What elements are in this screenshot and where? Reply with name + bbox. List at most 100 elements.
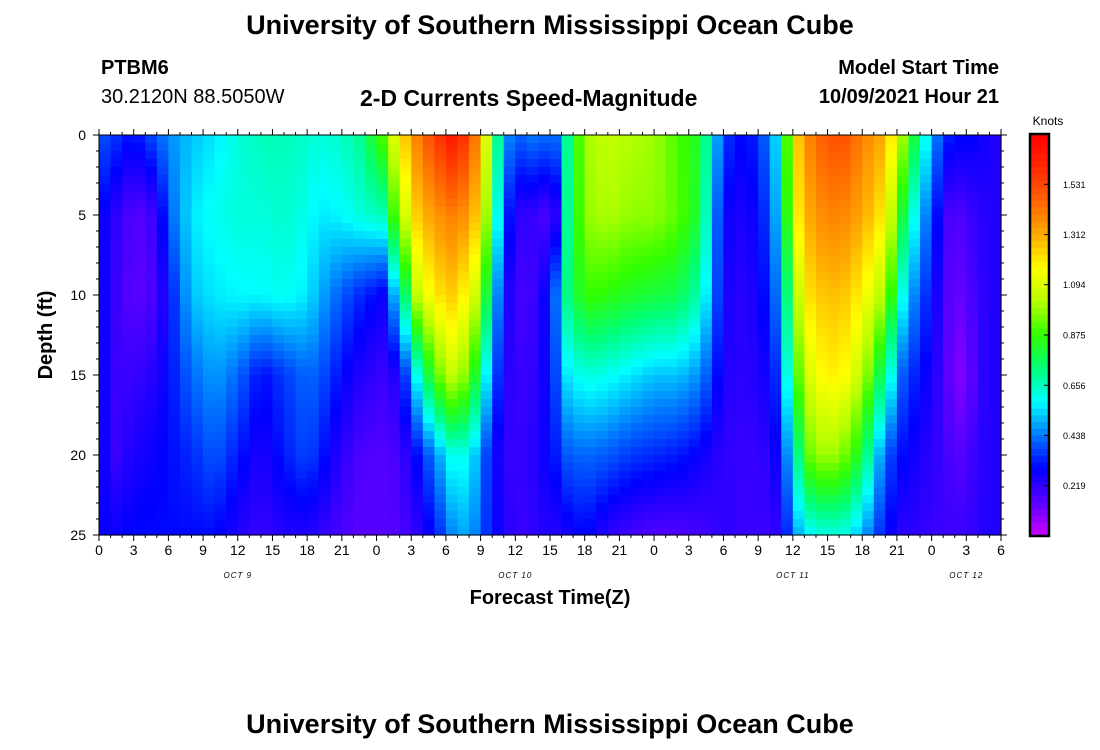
heatmap-cell (573, 463, 586, 472)
heatmap-cell (434, 231, 447, 240)
heatmap-cell (920, 303, 933, 312)
heatmap-cell (850, 231, 863, 240)
heatmap-cell (700, 143, 713, 152)
heatmap-cell (249, 367, 262, 376)
heatmap-cell (341, 503, 355, 512)
heatmap-cell (272, 215, 285, 224)
heatmap-cell (665, 199, 678, 208)
heatmap-cell (260, 407, 274, 416)
heatmap-cell (873, 223, 886, 232)
heatmap-cell (272, 247, 285, 256)
heatmap-cell (480, 439, 493, 448)
heatmap-cell (862, 247, 875, 256)
heatmap-cell (573, 511, 586, 520)
heatmap-cell (295, 287, 308, 296)
heatmap-cell (989, 351, 1002, 360)
heatmap-cell (330, 143, 343, 152)
heatmap-cell (931, 199, 944, 208)
heatmap-cell (561, 239, 574, 248)
heatmap-cell (284, 287, 297, 296)
heatmap-cell (815, 399, 829, 408)
heatmap-cell (526, 287, 540, 296)
heatmap-cell (503, 479, 516, 488)
heatmap-cell (295, 215, 308, 224)
heatmap-cell (862, 511, 875, 520)
heatmap-cell (735, 135, 748, 144)
heatmap-cell (815, 151, 829, 160)
heatmap-cell (781, 319, 794, 328)
heatmap-cell (815, 239, 829, 248)
heatmap-cell (492, 383, 505, 392)
heatmap-cell (526, 199, 540, 208)
heatmap-cell (746, 191, 759, 200)
x-tick-label: 9 (477, 542, 485, 558)
heatmap-cell (619, 455, 632, 464)
heatmap-cell (411, 359, 424, 368)
heatmap-cell (411, 295, 424, 304)
heatmap-cell (850, 159, 863, 168)
heatmap-cell (364, 255, 378, 264)
heatmap-cell (920, 351, 933, 360)
heatmap-cell (156, 359, 169, 368)
colorbar-segment (1030, 415, 1049, 423)
heatmap-cell (619, 271, 632, 280)
heatmap-cell (226, 527, 239, 536)
heatmap-cell (781, 495, 794, 504)
heatmap-cell (353, 335, 366, 344)
heatmap-cell (133, 263, 146, 272)
heatmap-cell (307, 503, 320, 512)
heatmap-cell (642, 495, 655, 504)
heatmap-cell (966, 239, 979, 248)
heatmap-cell (434, 431, 447, 440)
heatmap-cell (341, 399, 355, 408)
heatmap-cell (873, 463, 886, 472)
heatmap-cell (272, 151, 285, 160)
heatmap-cell (318, 135, 331, 144)
heatmap-cell (260, 511, 274, 520)
heatmap-cell (746, 487, 759, 496)
heatmap-cell (931, 159, 944, 168)
heatmap-cell (272, 263, 285, 272)
heatmap-cell (723, 359, 736, 368)
heatmap-cell (792, 271, 806, 280)
heatmap-cell (411, 383, 424, 392)
heatmap-cell (457, 199, 470, 208)
heatmap-cell (839, 343, 852, 352)
heatmap-cell (746, 439, 759, 448)
heatmap-cell (330, 463, 343, 472)
heatmap-cell (862, 359, 875, 368)
heatmap-cell (469, 263, 482, 272)
heatmap-cell (665, 367, 678, 376)
heatmap-cell (307, 311, 320, 320)
heatmap-cell (630, 439, 644, 448)
heatmap-cell (862, 327, 875, 336)
station-coordinates: 30.2120N 88.5050W (101, 86, 285, 108)
heatmap-cell (353, 399, 366, 408)
heatmap-cell (110, 327, 123, 336)
heatmap-cell (550, 407, 563, 416)
heatmap-cell (654, 463, 667, 472)
heatmap-cell (966, 151, 979, 160)
heatmap-cell (839, 527, 852, 536)
heatmap-cell (989, 519, 1002, 528)
heatmap-cell (480, 367, 493, 376)
heatmap-cell (931, 255, 944, 264)
heatmap-cell (920, 295, 933, 304)
heatmap-cell (920, 335, 933, 344)
heatmap-cell (156, 519, 169, 528)
heatmap-cell (191, 367, 204, 376)
heatmap-cell (769, 527, 782, 536)
heatmap-cell (977, 191, 991, 200)
heatmap-cell (307, 175, 320, 184)
heatmap-cell (434, 167, 447, 176)
heatmap-cell (792, 231, 806, 240)
heatmap-cell (711, 415, 725, 424)
heatmap-cell (318, 455, 331, 464)
heatmap-cell (619, 383, 632, 392)
heatmap-cell (503, 287, 516, 296)
heatmap-cell (133, 463, 146, 472)
heatmap-cell (376, 455, 389, 464)
heatmap-cell (561, 359, 574, 368)
heatmap-cell (735, 175, 748, 184)
heatmap-cell (954, 183, 967, 192)
